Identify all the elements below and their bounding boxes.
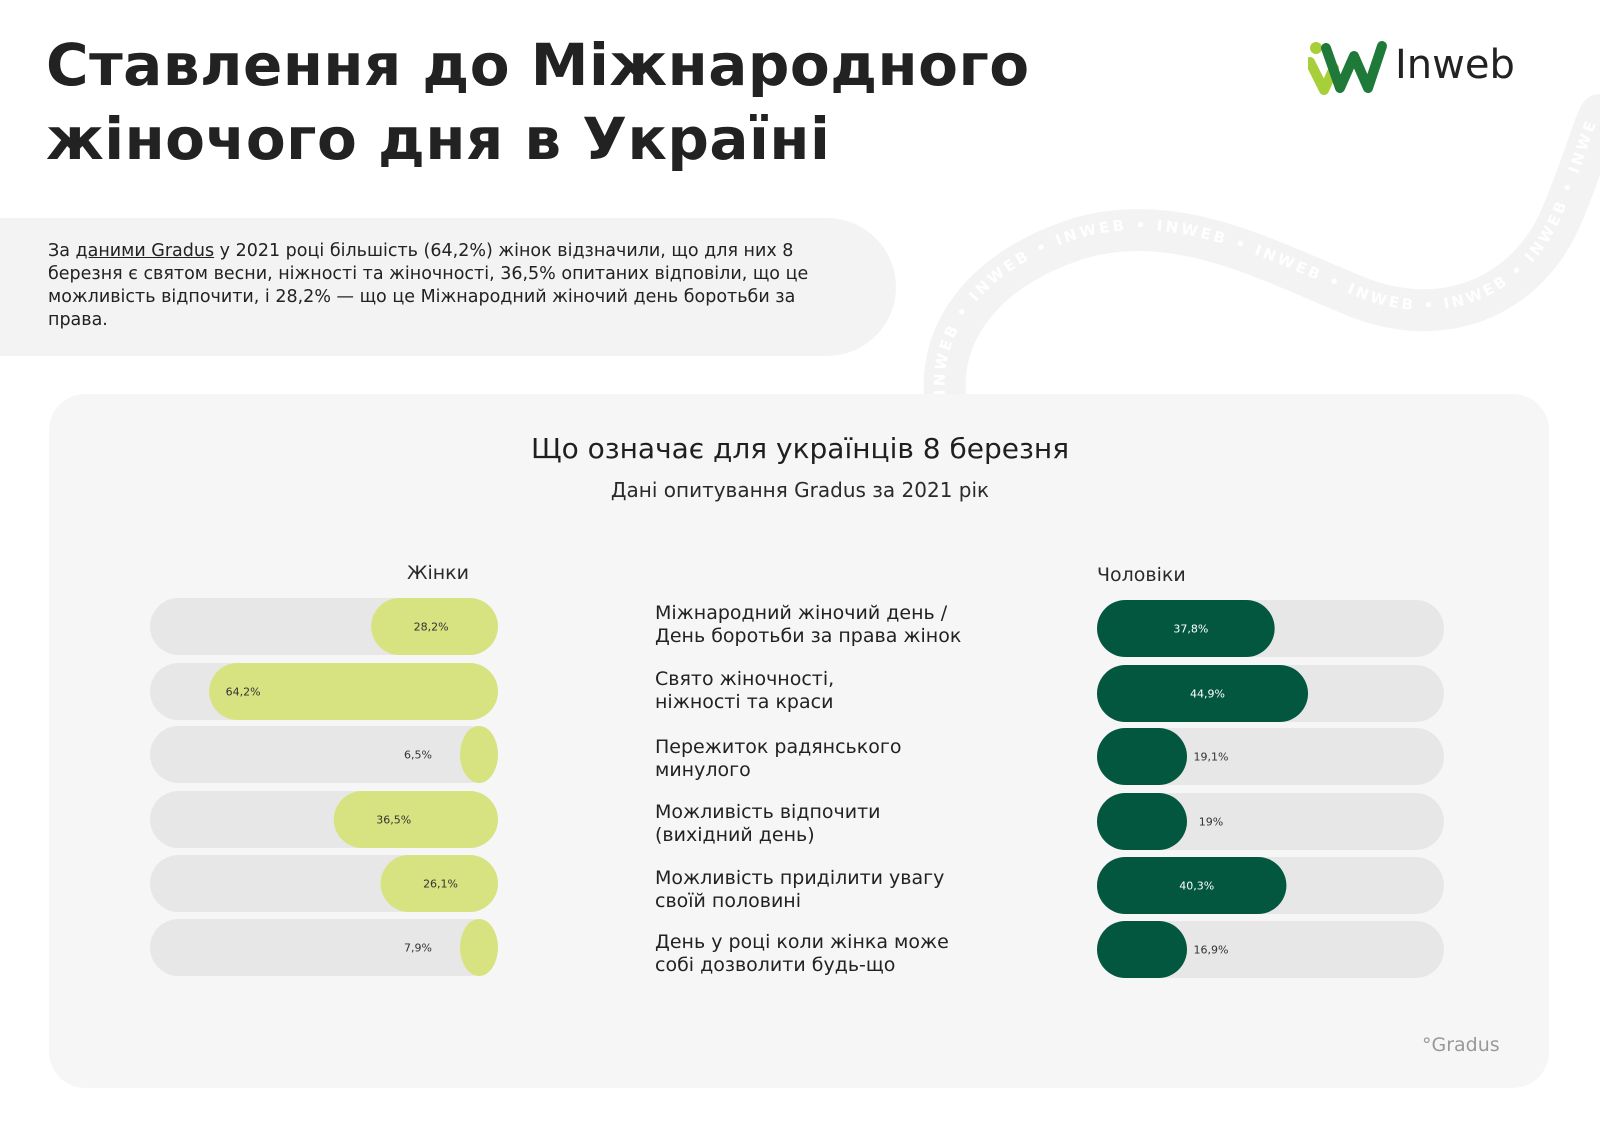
men-bar — [1097, 665, 1309, 722]
category-label-line: Свято жіночності, — [655, 668, 835, 690]
men-bar — [1097, 600, 1275, 657]
legend-men: Чоловіки — [1097, 564, 1186, 586]
women-track — [150, 919, 498, 976]
women-bar — [371, 598, 498, 655]
category-label: Міжнародний жіночий день / День боротьби … — [655, 602, 1035, 648]
page-title-line-2: жіночого дня в Україні — [46, 105, 831, 173]
category-label-line: День боротьби за права жінок — [655, 625, 962, 647]
category-label-line: День у році коли жінка може — [655, 931, 949, 953]
category-label-line: Можливість відпочити — [655, 801, 881, 823]
intro-panel: За даними Gradus у 2021 році більшість (… — [0, 218, 896, 356]
women-bar — [209, 663, 498, 720]
men-value-label: 19,1% — [1194, 751, 1229, 764]
intro-text: За даними Gradus у 2021 році більшість (… — [48, 241, 809, 330]
category-label: Можливість приділити увагу своїй половині — [655, 867, 1035, 913]
men-value-label: 44,9% — [1190, 688, 1225, 701]
men-bar — [1097, 921, 1187, 978]
page-title: Ставлення до Міжнародного жіночого дня в… — [46, 28, 1146, 176]
category-label-line: Міжнародний жіночий день / — [655, 602, 948, 624]
men-bar — [1097, 728, 1187, 785]
category-label: День у році коли жінка може собі дозволит… — [655, 931, 1035, 977]
women-value-label: 36,5% — [376, 814, 411, 827]
men-value-label: 19% — [1199, 816, 1223, 829]
inweb-logo-icon — [1308, 41, 1387, 95]
women-bar — [380, 855, 498, 912]
women-value-label: 64,2% — [226, 686, 261, 699]
chart-title: Що означає для українців 8 березня — [530, 432, 1070, 465]
logo-text: Inweb — [1395, 42, 1515, 88]
men-bar — [1097, 793, 1187, 850]
women-bar — [460, 726, 498, 783]
category-label-line: ніжності та краси — [655, 691, 834, 713]
men-track — [1097, 728, 1444, 785]
chart-subtitle: Дані опитування Gradus за 2021 рік — [610, 478, 990, 502]
category-label-line: (вихідний день) — [655, 824, 815, 846]
category-label: Можливість відпочити (вихідний день) — [655, 801, 1035, 847]
category-label-line: собі дозволити будь-що — [655, 954, 896, 976]
men-value-label: 40,3% — [1179, 880, 1214, 893]
gradus-data-link[interactable]: даними Gradus — [75, 241, 215, 261]
category-label: Пережиток радянського минулого — [655, 736, 1035, 782]
women-value-label: 26,1% — [423, 878, 458, 891]
page-title-line-1: Ставлення до Міжнародного — [46, 31, 1030, 99]
women-bar — [333, 791, 498, 848]
category-label-line: минулого — [655, 759, 751, 781]
men-track — [1097, 793, 1444, 850]
men-track — [1097, 921, 1444, 978]
women-track — [150, 726, 498, 783]
legend-women: Жінки — [407, 562, 469, 584]
men-bar — [1097, 857, 1287, 914]
category-label-line: Пережиток радянського — [655, 736, 902, 758]
men-value-label: 16,9% — [1194, 944, 1229, 957]
women-value-label: 7,9% — [404, 942, 432, 955]
category-label-line: своїй половині — [655, 890, 801, 912]
women-value-label: 28,2% — [414, 621, 449, 634]
women-value-label: 6,5% — [404, 749, 432, 762]
category-label-line: Можливість приділити увагу — [655, 867, 945, 889]
men-value-label: 37,8% — [1173, 623, 1208, 636]
source-gradus-logo: °Gradus — [1422, 1034, 1500, 1056]
women-bar — [460, 919, 498, 976]
category-label: Свято жіночності, ніжності та краси — [655, 668, 1035, 714]
